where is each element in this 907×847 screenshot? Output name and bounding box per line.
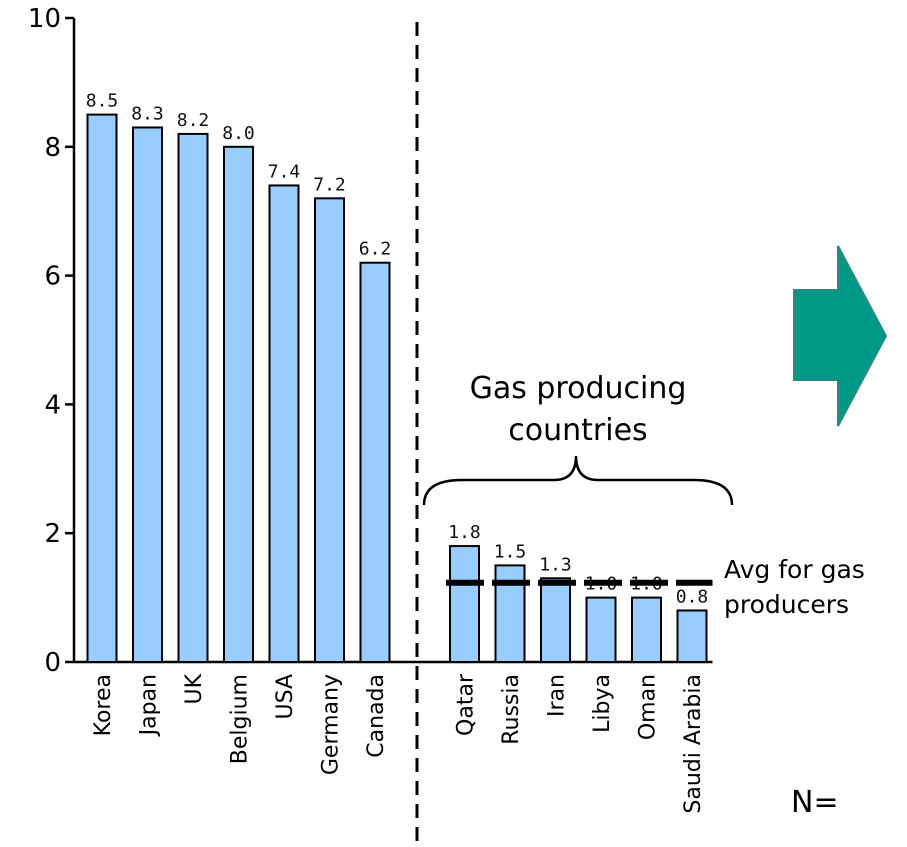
value-labels: 8.58.38.28.07.47.26.21.81.51.31.01.00.8 [86,91,709,608]
bar-japan [132,126,163,664]
bar-libya [585,596,617,663]
x-tick-label: Japan [137,674,162,737]
bar-value-label: 1.5 [494,541,527,562]
right-arrow-icon [793,245,888,427]
avg-label-line-1: Avg for gas [724,555,865,584]
bar-value-label: 1.3 [539,554,572,575]
bar-value-label: 8.0 [222,123,255,144]
x-tick-labels: Korea Japan UK Belgium USA Germany Canada Qatar… [91,673,706,814]
bar-qatar [449,545,480,664]
bar-value-label: 8.5 [86,91,119,112]
x-tick-label: Iran [545,674,570,717]
bar-iran [540,577,571,664]
x-tick-label: Oman [636,674,661,740]
y-tick-label: 8 [44,133,61,163]
x-tick-label: Qatar [454,673,479,736]
bars [86,113,708,664]
x-tick-label: Germany [319,674,344,775]
bar-saudi-arabia [676,609,708,663]
bar-value-label: 8.3 [131,103,164,124]
bar-uk [177,132,209,664]
bar-germany [314,197,345,663]
group-label-line-1: Gas producing [470,371,687,406]
y-tick-label: 0 [44,648,61,678]
avg-label-line-2: producers [724,590,849,619]
bar-value-label: 6.2 [359,239,392,260]
x-tick-label: UK [182,673,207,704]
y-tick-label: 2 [44,519,61,549]
bar-value-label: 0.8 [676,586,709,607]
group-label-line-2: countries [508,413,647,448]
x-tick-label: Libya [590,674,615,733]
bar-korea [86,113,118,664]
group-brace [422,455,734,506]
x-tick-label: Russia [499,674,524,745]
y-tick-label: 10 [28,4,61,34]
bar-value-label: 8.2 [177,110,210,131]
x-tick-label: Canada [364,674,389,758]
x-tick-label: Saudi Arabia [681,674,706,814]
bar-usa [268,184,300,663]
bar-value-label: 7.2 [313,174,346,195]
x-tick-label: USA [273,674,298,720]
bar-oman [631,596,662,663]
x-tick-label: Belgium [228,674,253,764]
y-tick-label: 6 [44,262,61,292]
bar-value-label: 1.8 [448,522,481,543]
bar-belgium [223,145,254,664]
bar-canada [359,261,391,663]
y-tick-label: 4 [44,390,61,420]
n-label: N= [791,785,839,820]
bar-value-label: 7.4 [268,161,301,182]
x-tick-label: Korea [91,674,116,736]
